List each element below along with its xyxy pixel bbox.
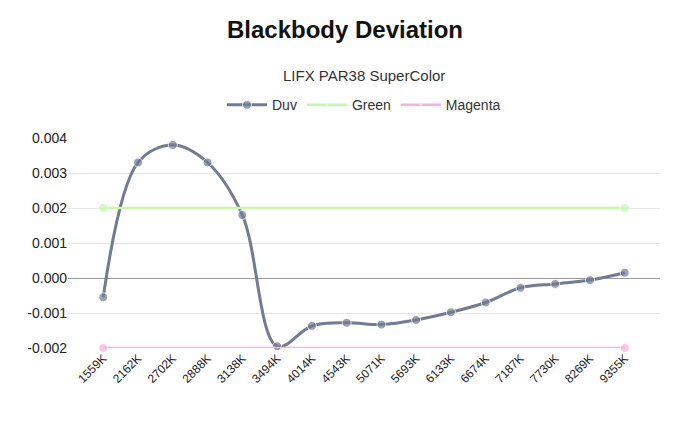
svg-text:Blackbody Deviation: Blackbody Deviation	[227, 16, 463, 43]
svg-text:5071K: 5071K	[353, 351, 387, 385]
svg-text:6133K: 6133K	[423, 351, 457, 385]
svg-text:4014K: 4014K	[284, 351, 318, 385]
svg-text:7730K: 7730K	[527, 351, 561, 385]
svg-text:4543K: 4543K	[319, 351, 353, 385]
svg-text:8269K: 8269K	[562, 351, 596, 385]
svg-text:LIFX PAR38 SuperColor: LIFX PAR38 SuperColor	[283, 67, 445, 84]
svg-text:Green: Green	[352, 97, 391, 113]
svg-text:9355K: 9355K	[597, 351, 631, 385]
svg-text:7187K: 7187K	[492, 351, 526, 385]
svg-text:5693K: 5693K	[388, 351, 422, 385]
svg-text:2702K: 2702K	[145, 351, 179, 385]
svg-text:0.001: 0.001	[32, 235, 67, 251]
svg-text:6674K: 6674K	[458, 351, 492, 385]
svg-text:-0.002: -0.002	[27, 340, 67, 356]
svg-text:Duv: Duv	[272, 97, 297, 113]
svg-text:0.002: 0.002	[32, 200, 67, 216]
svg-text:2162K: 2162K	[110, 351, 144, 385]
svg-text:3494K: 3494K	[249, 351, 283, 385]
svg-text:0.000: 0.000	[32, 270, 67, 286]
svg-text:0.004: 0.004	[32, 130, 67, 146]
svg-text:2888K: 2888K	[179, 351, 213, 385]
svg-text:0.003: 0.003	[32, 165, 67, 181]
svg-text:-0.001: -0.001	[27, 305, 67, 321]
svg-text:3138K: 3138K	[214, 351, 248, 385]
svg-text:1559K: 1559K	[75, 351, 109, 385]
svg-text:Magenta: Magenta	[446, 97, 501, 113]
